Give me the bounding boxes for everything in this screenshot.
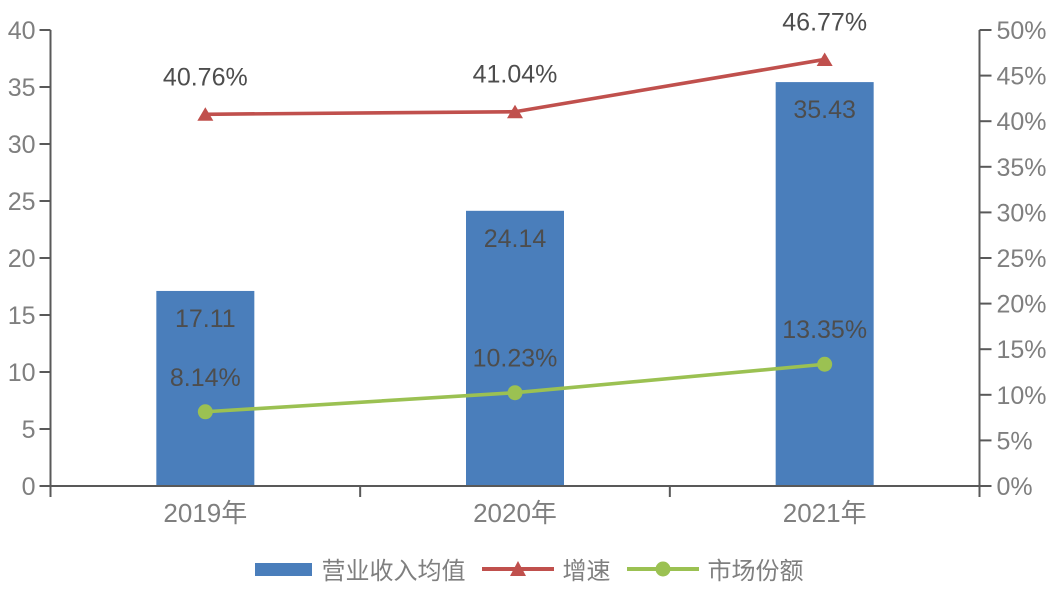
growth-marker <box>197 107 214 121</box>
left-axis-tick-label: 0 <box>22 473 36 501</box>
growth-point-label: 40.76% <box>163 63 248 91</box>
line-triangle-swatch-icon <box>481 560 554 576</box>
legend-label-share: 市场份额 <box>707 558 804 585</box>
right-axis-tick-label: 45% <box>997 63 1047 91</box>
share-point-label: 8.14% <box>170 364 241 392</box>
growth-marker <box>507 104 523 119</box>
growth-point-label: 41.04% <box>473 61 558 89</box>
share-point-label: 13.35% <box>782 316 867 344</box>
left-axis-tick-label: 5 <box>22 416 36 444</box>
revenue-bar <box>156 290 255 486</box>
line-circle-swatch-icon <box>626 561 699 576</box>
legend-item-share: 市场份额 <box>626 551 804 586</box>
left-axis-tick-label: 25 <box>8 188 36 216</box>
right-axis-tick-label: 35% <box>997 154 1047 182</box>
right-axis-tick-label: 0% <box>997 473 1033 501</box>
left-axis-tick-label: 20 <box>8 245 36 273</box>
left-axis-tick-label: 15 <box>8 302 36 330</box>
legend-item-revenue: 营业收入均值 <box>254 551 466 586</box>
right-axis-tick-label: 50% <box>997 17 1047 45</box>
legend-item-growth: 增速 <box>481 551 611 586</box>
share-marker <box>817 356 833 372</box>
bar-swatch-icon <box>254 562 312 576</box>
legend-label-revenue: 营业收入均值 <box>321 558 466 585</box>
right-axis-tick-label: 30% <box>997 199 1047 227</box>
bar-value-label: 35.43 <box>793 96 856 124</box>
revenue-swatch-rect <box>254 562 312 576</box>
x-axis-category-label: 2019年 <box>163 498 247 528</box>
right-axis-tick-label: 40% <box>997 108 1047 136</box>
x-axis-category-label: 2020年 <box>473 498 557 528</box>
right-axis-tick-label: 5% <box>997 427 1033 455</box>
growth-marker <box>816 52 833 66</box>
share-swatch-circle <box>655 561 670 576</box>
legend-label-growth: 增速 <box>562 558 611 585</box>
growth-swatch-triangle <box>509 560 526 576</box>
right-axis-tick-label: 25% <box>997 245 1047 273</box>
revenue-bar <box>775 82 874 487</box>
bar-value-label: 24.14 <box>484 225 547 253</box>
right-axis-tick-label: 15% <box>997 336 1047 364</box>
left-axis-tick-label: 10 <box>8 359 36 387</box>
growth-point-label: 46.77% <box>782 8 867 36</box>
combo-chart: 0 5 10 15 20 25 30 35 40 0% 5% 10% 15% 20% 25% 30% 35% 40… <box>8 8 1047 528</box>
x-axis-category-label: 2021年 <box>783 498 867 528</box>
left-axis-tick-label: 35 <box>8 74 36 102</box>
right-axis-tick-label: 10% <box>997 382 1047 410</box>
share-marker <box>197 404 213 420</box>
legend: 营业收入均值 增速 市场份额 <box>0 551 1058 586</box>
share-point-label: 10.23% <box>473 345 558 373</box>
right-axis-tick-label: 20% <box>997 291 1047 319</box>
revenue-bar <box>466 210 564 486</box>
left-axis-tick-label: 30 <box>8 131 36 159</box>
share-marker <box>507 385 523 401</box>
left-axis-tick-label: 40 <box>8 17 36 45</box>
bar-value-label: 17.11 <box>175 305 236 333</box>
